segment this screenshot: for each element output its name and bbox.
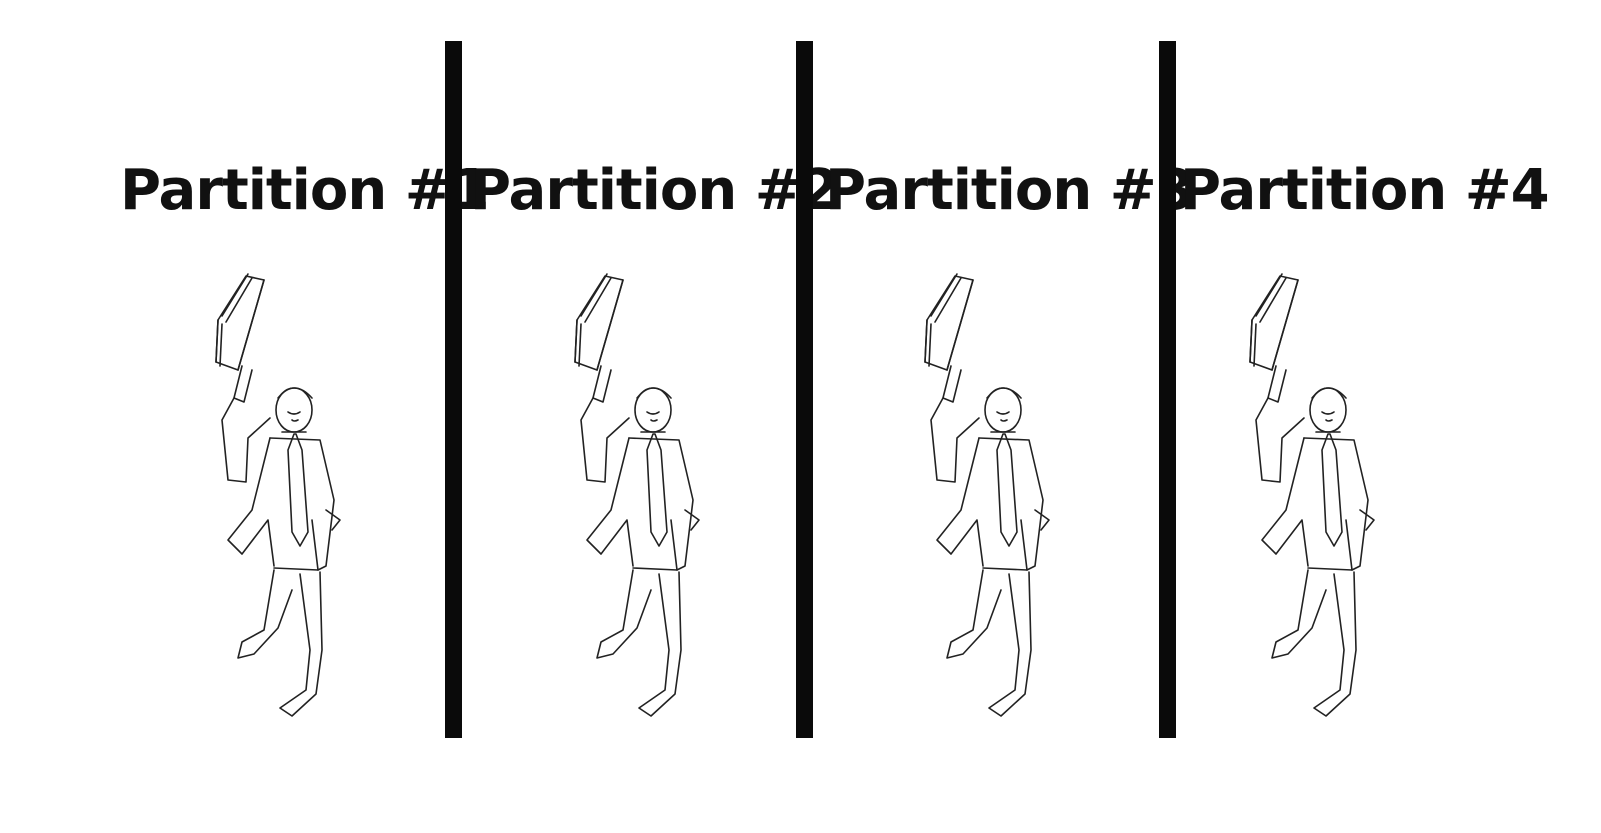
partition-label-1: Partition #1 <box>120 158 490 223</box>
divider-3 <box>1159 41 1176 738</box>
partition-label-4: Partition #4 <box>1180 158 1550 223</box>
partition-label-2: Partition #2 <box>470 158 840 223</box>
divider-1 <box>445 41 462 738</box>
businessman-with-books-icon <box>917 270 1067 720</box>
businessman-with-books-icon <box>567 270 717 720</box>
divider-2 <box>796 41 813 738</box>
businessman-with-books-icon <box>1242 270 1392 720</box>
partition-label-3: Partition #3 <box>825 158 1195 223</box>
businessman-with-books-icon <box>208 270 358 720</box>
